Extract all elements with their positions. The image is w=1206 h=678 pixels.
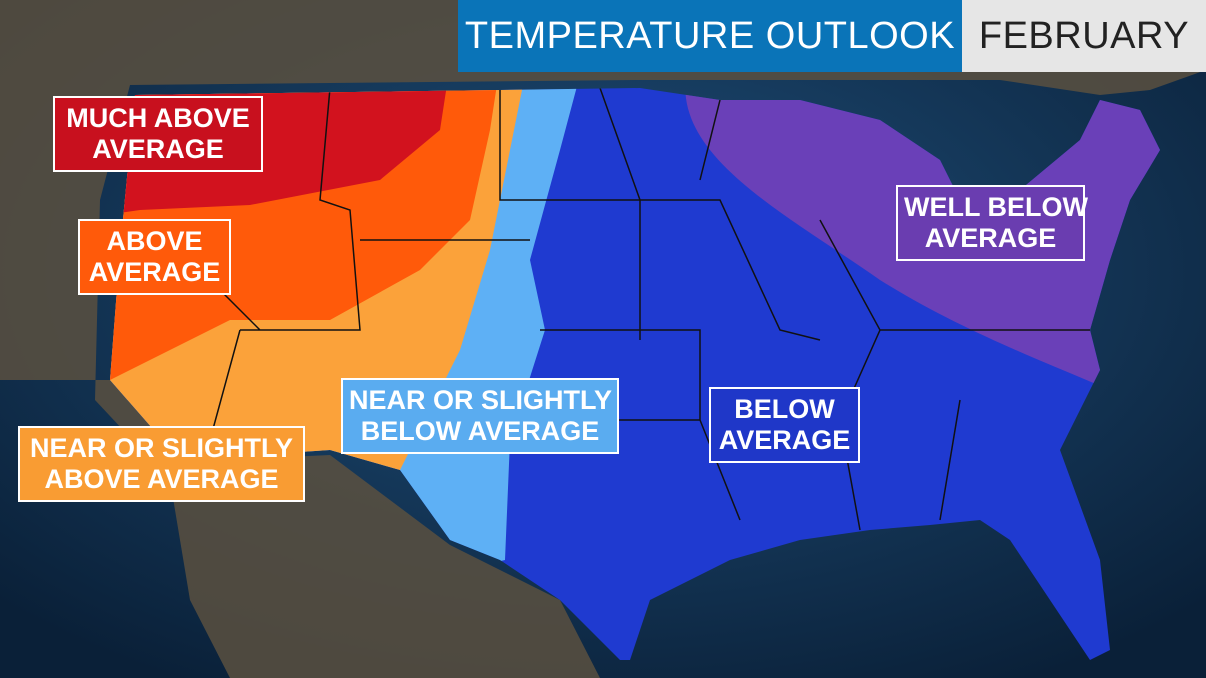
label-line: BELOW AVERAGE	[360, 416, 600, 446]
region-label: WELL BELOW AVERAGE	[896, 185, 1088, 261]
label-line: ABOVE AVERAGE	[44, 464, 279, 494]
label-line: NEAR OR SLIGHTLY	[29, 433, 294, 463]
title: TEMPERATURE OUTLOOK	[458, 0, 962, 72]
label-line: ABOVE	[106, 226, 203, 256]
label-line: AVERAGE	[92, 134, 224, 164]
region-label: BELOW AVERAGE	[709, 387, 860, 463]
region-label: NEAR OR SLIGHTLY ABOVE AVERAGE	[18, 426, 305, 502]
label-line: AVERAGE	[88, 257, 221, 287]
label-line: WELL BELOW	[904, 192, 1088, 222]
label-line: AVERAGE	[924, 223, 1057, 253]
label-line: MUCH ABOVE	[66, 103, 250, 133]
label-line: BELOW	[734, 394, 835, 424]
region-label: ABOVE AVERAGE	[78, 219, 231, 295]
region-label: NEAR OR SLIGHTLY BELOW AVERAGE	[341, 378, 619, 454]
label-line: AVERAGE	[718, 425, 851, 455]
label-line: NEAR OR SLIGHTLY	[349, 385, 613, 415]
state-lines	[149, 88, 1090, 531]
region-label: MUCH ABOVE AVERAGE	[53, 96, 263, 172]
month: FEBRUARY	[962, 0, 1206, 72]
